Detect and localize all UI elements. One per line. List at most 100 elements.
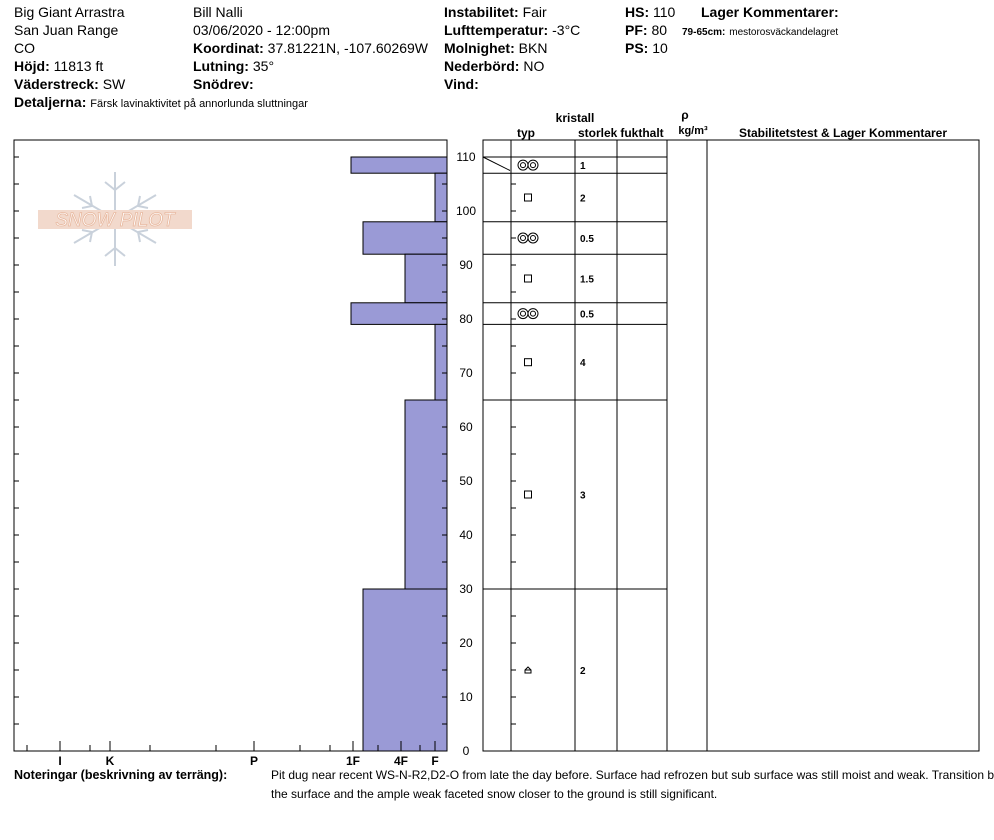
y-tick-label: 0 [463, 744, 470, 758]
hs-row: HS: 110 [625, 4, 675, 21]
hardness-bar [434, 323, 448, 401]
aspect-row: Väderstreck: SW [14, 76, 125, 93]
size-header: storlek [578, 126, 618, 140]
elevation-value: 11813 ft [53, 58, 104, 74]
precip-label: Nederbörd: [444, 58, 520, 74]
slope-label: Lutning: [193, 58, 249, 74]
wind-label: Vind: [444, 76, 479, 92]
instability-row: Instabilitet: Fair [444, 4, 547, 21]
elevation-label: Höjd: [14, 58, 50, 74]
melt-forms-icon [517, 308, 539, 320]
location-name: Big Giant Arrastra [14, 4, 125, 20]
grain-size-label: 0.5 [580, 234, 594, 245]
stability-header: Stabilitetstest & Lager Kommentarer [739, 126, 947, 140]
grain-size-label: 1 [580, 161, 586, 172]
faceted-icon [524, 358, 532, 367]
hs-label: HS: [625, 4, 650, 20]
aspect-label: Väderstreck: [14, 76, 99, 92]
ps-row: PS: 10 [625, 40, 668, 57]
density-unit-header: kg/m³ [678, 125, 708, 137]
pf-label: PF: [625, 22, 648, 38]
y-tick-label: 70 [459, 366, 473, 380]
y-tick-label: 60 [459, 420, 473, 434]
hardness-bar [350, 302, 448, 325]
ps-label: PS: [625, 40, 649, 56]
crystal-header: kristall [556, 111, 595, 125]
ps-value: 10 [652, 40, 668, 56]
state-name: CO [14, 40, 35, 56]
temperature-profile-line [482, 156, 511, 171]
range-name: San Juan Range [14, 22, 119, 38]
coordinate-row: Koordinat: 37.81221N, -107.60269W [193, 40, 428, 57]
y-tick-label: 90 [459, 258, 473, 272]
coordinate-label: Koordinat: [193, 40, 264, 56]
clouds-value: BKN [518, 40, 548, 56]
grain-size-label: 1.5 [580, 275, 594, 286]
observation-datetime: 03/06/2020 - 12:00pm [193, 22, 330, 38]
instability-value: Fair [522, 4, 547, 20]
y-tick-label: 20 [459, 636, 473, 650]
faceted-icon [524, 193, 532, 202]
slope-value: 35° [252, 58, 275, 74]
moisture-header: fukthalt [620, 126, 663, 140]
y-tick-label: 50 [459, 474, 473, 488]
notes-line-1: Pit dug near recent WS-N-R2,D2-O from la… [271, 768, 994, 782]
drift-label: Snödrev: [193, 76, 254, 92]
airtemp-row: Lufttemperatur: -3°C [444, 22, 580, 39]
y-tick-label: 110 [456, 150, 475, 164]
aspect-value: SW [102, 76, 126, 92]
notes-line-2: the surface and the ample weak faceted s… [271, 787, 718, 801]
pf-row: PF: 80 [625, 22, 667, 39]
elevation-row: Höjd: 11813 ft [14, 58, 103, 75]
y-tick-label: 40 [459, 528, 473, 542]
pf-value: 80 [651, 22, 668, 38]
grain-size-label: 0.5 [580, 310, 594, 321]
y-tick-label: 100 [456, 204, 476, 218]
hardness-bar [404, 253, 448, 304]
y-tick-label: 10 [459, 690, 473, 704]
hs-value: 110 [653, 4, 676, 20]
x-tick-label: 4F [394, 754, 408, 768]
clouds-row: Molnighet: BKN [444, 40, 547, 57]
precip-row: Nederbörd: NO [444, 58, 544, 75]
x-tick-label: F [431, 754, 438, 768]
hardness-bar [434, 172, 448, 223]
hardness-bar [362, 221, 448, 255]
hardness-bar [350, 156, 448, 174]
instability-label: Instabilitet: [444, 4, 519, 20]
melt-forms-icon [517, 159, 539, 171]
type-header: typ [517, 126, 535, 140]
logo-band [38, 210, 192, 229]
grain-size-label: 2 [580, 194, 586, 205]
grain-size-label: 4 [580, 358, 586, 369]
grain-size-label: 2 [580, 666, 586, 677]
drift-row: Snödrev: [193, 76, 254, 93]
snowpilot-logo: SNOW PILOT [38, 172, 192, 266]
layer-comment-range: 79-65cm: [682, 27, 726, 38]
layer-table-frame [482, 139, 980, 752]
x-tick-label: P [250, 754, 258, 768]
airtemp-value: -3°C [552, 22, 581, 38]
notes-label: Noteringar (beskrivning av terräng): [14, 768, 228, 782]
slope-row: Lutning: 35° [193, 58, 274, 75]
rho-header: ρ [681, 108, 688, 122]
details-value: Färsk lavinaktivitet på annorlunda slutt… [90, 98, 308, 110]
x-tick-label: K [106, 754, 115, 768]
y-tick-label: 30 [459, 582, 473, 596]
x-tick-label: I [58, 754, 61, 768]
melt-forms-icon [517, 232, 539, 244]
wind-row: Vind: [444, 76, 479, 93]
layer-comment-row: 79-65cm: mestorosväckandelagret [682, 22, 838, 41]
clouds-label: Molnighet: [444, 40, 515, 56]
details-label: Detaljerna: [14, 94, 87, 110]
layer-comments-heading: Lager Kommentarer: [701, 4, 839, 20]
x-tick-label: 1F [346, 754, 360, 768]
logo-text: SNOW PILOT [55, 210, 176, 231]
observer-name: Bill Nalli [193, 4, 243, 20]
depth-hoar-icon [524, 666, 532, 674]
grain-size-label: 3 [580, 491, 586, 502]
layer-comment-text: mestorosväckandelagret [729, 27, 839, 38]
precip-value: NO [523, 58, 545, 74]
airtemp-label: Lufttemperatur: [444, 22, 549, 38]
